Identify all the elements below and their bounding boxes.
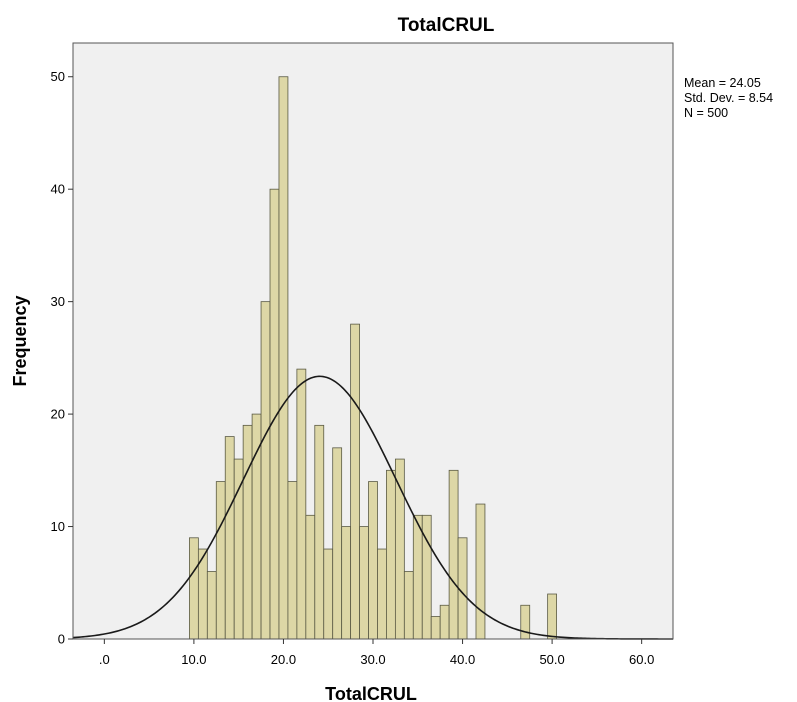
histogram-bar <box>251 413 262 640</box>
histogram-bar <box>215 481 226 640</box>
histogram-bar <box>368 481 378 640</box>
stat-mean: Mean = 24.05 <box>684 76 761 90</box>
histogram-bar <box>206 571 217 640</box>
stat-n: N = 500 <box>684 106 728 120</box>
normal-curve <box>72 375 673 640</box>
histogram-bar <box>403 571 414 640</box>
histogram-bar <box>547 593 557 640</box>
histogram-bar <box>475 503 486 640</box>
histogram-bar <box>520 604 531 640</box>
histogram-bar <box>314 424 325 640</box>
y-tick-label: 20 <box>51 407 65 422</box>
x-tick-label: 30.0 <box>360 652 385 667</box>
histogram-bar <box>278 76 289 640</box>
histogram-bar <box>350 323 360 640</box>
x-tick-label: 20.0 <box>271 652 296 667</box>
histogram-bar <box>439 604 450 640</box>
y-tick-label: 40 <box>51 182 65 197</box>
histogram-bar <box>430 616 441 640</box>
histogram-bar <box>189 537 199 640</box>
x-tick-label: 10.0 <box>181 652 206 667</box>
y-tick-label: 0 <box>58 632 65 647</box>
x-tick-label: 40.0 <box>450 652 475 667</box>
histogram-bar <box>233 458 244 640</box>
x-tick-label: .0 <box>99 652 110 667</box>
histogram-bar <box>323 548 334 640</box>
y-tick-label: 30 <box>51 294 65 309</box>
histogram-bar <box>412 514 423 640</box>
histogram-bar <box>359 526 369 640</box>
histogram-bar <box>260 301 271 640</box>
histogram-bar <box>296 368 307 640</box>
y-axis: 0 10 20 30 40 50 <box>51 69 73 647</box>
x-tick-label: 50.0 <box>539 652 564 667</box>
x-axis: .0 10.0 20.0 30.0 40.0 50.0 60.0 <box>99 639 654 667</box>
histogram-bar <box>287 481 298 640</box>
histogram-bar <box>341 526 352 640</box>
histogram-bar <box>224 436 235 640</box>
x-axis-label: TotalCRUL <box>325 684 417 702</box>
x-tick-label: 60.0 <box>629 652 654 667</box>
histogram-bar <box>386 469 396 640</box>
histogram-bar <box>377 548 387 640</box>
y-axis-label: Frequency <box>10 295 30 386</box>
chart-title: TotalCRUL <box>398 15 495 36</box>
histogram-bar <box>448 469 459 640</box>
histogram-bar <box>305 514 316 640</box>
stat-std-dev: Std. Dev. = 8.54 <box>684 91 773 105</box>
histogram-bar <box>332 447 343 640</box>
histogram-bar <box>242 424 253 640</box>
y-tick-label: 10 <box>51 519 65 534</box>
y-tick-label: 50 <box>51 69 65 84</box>
